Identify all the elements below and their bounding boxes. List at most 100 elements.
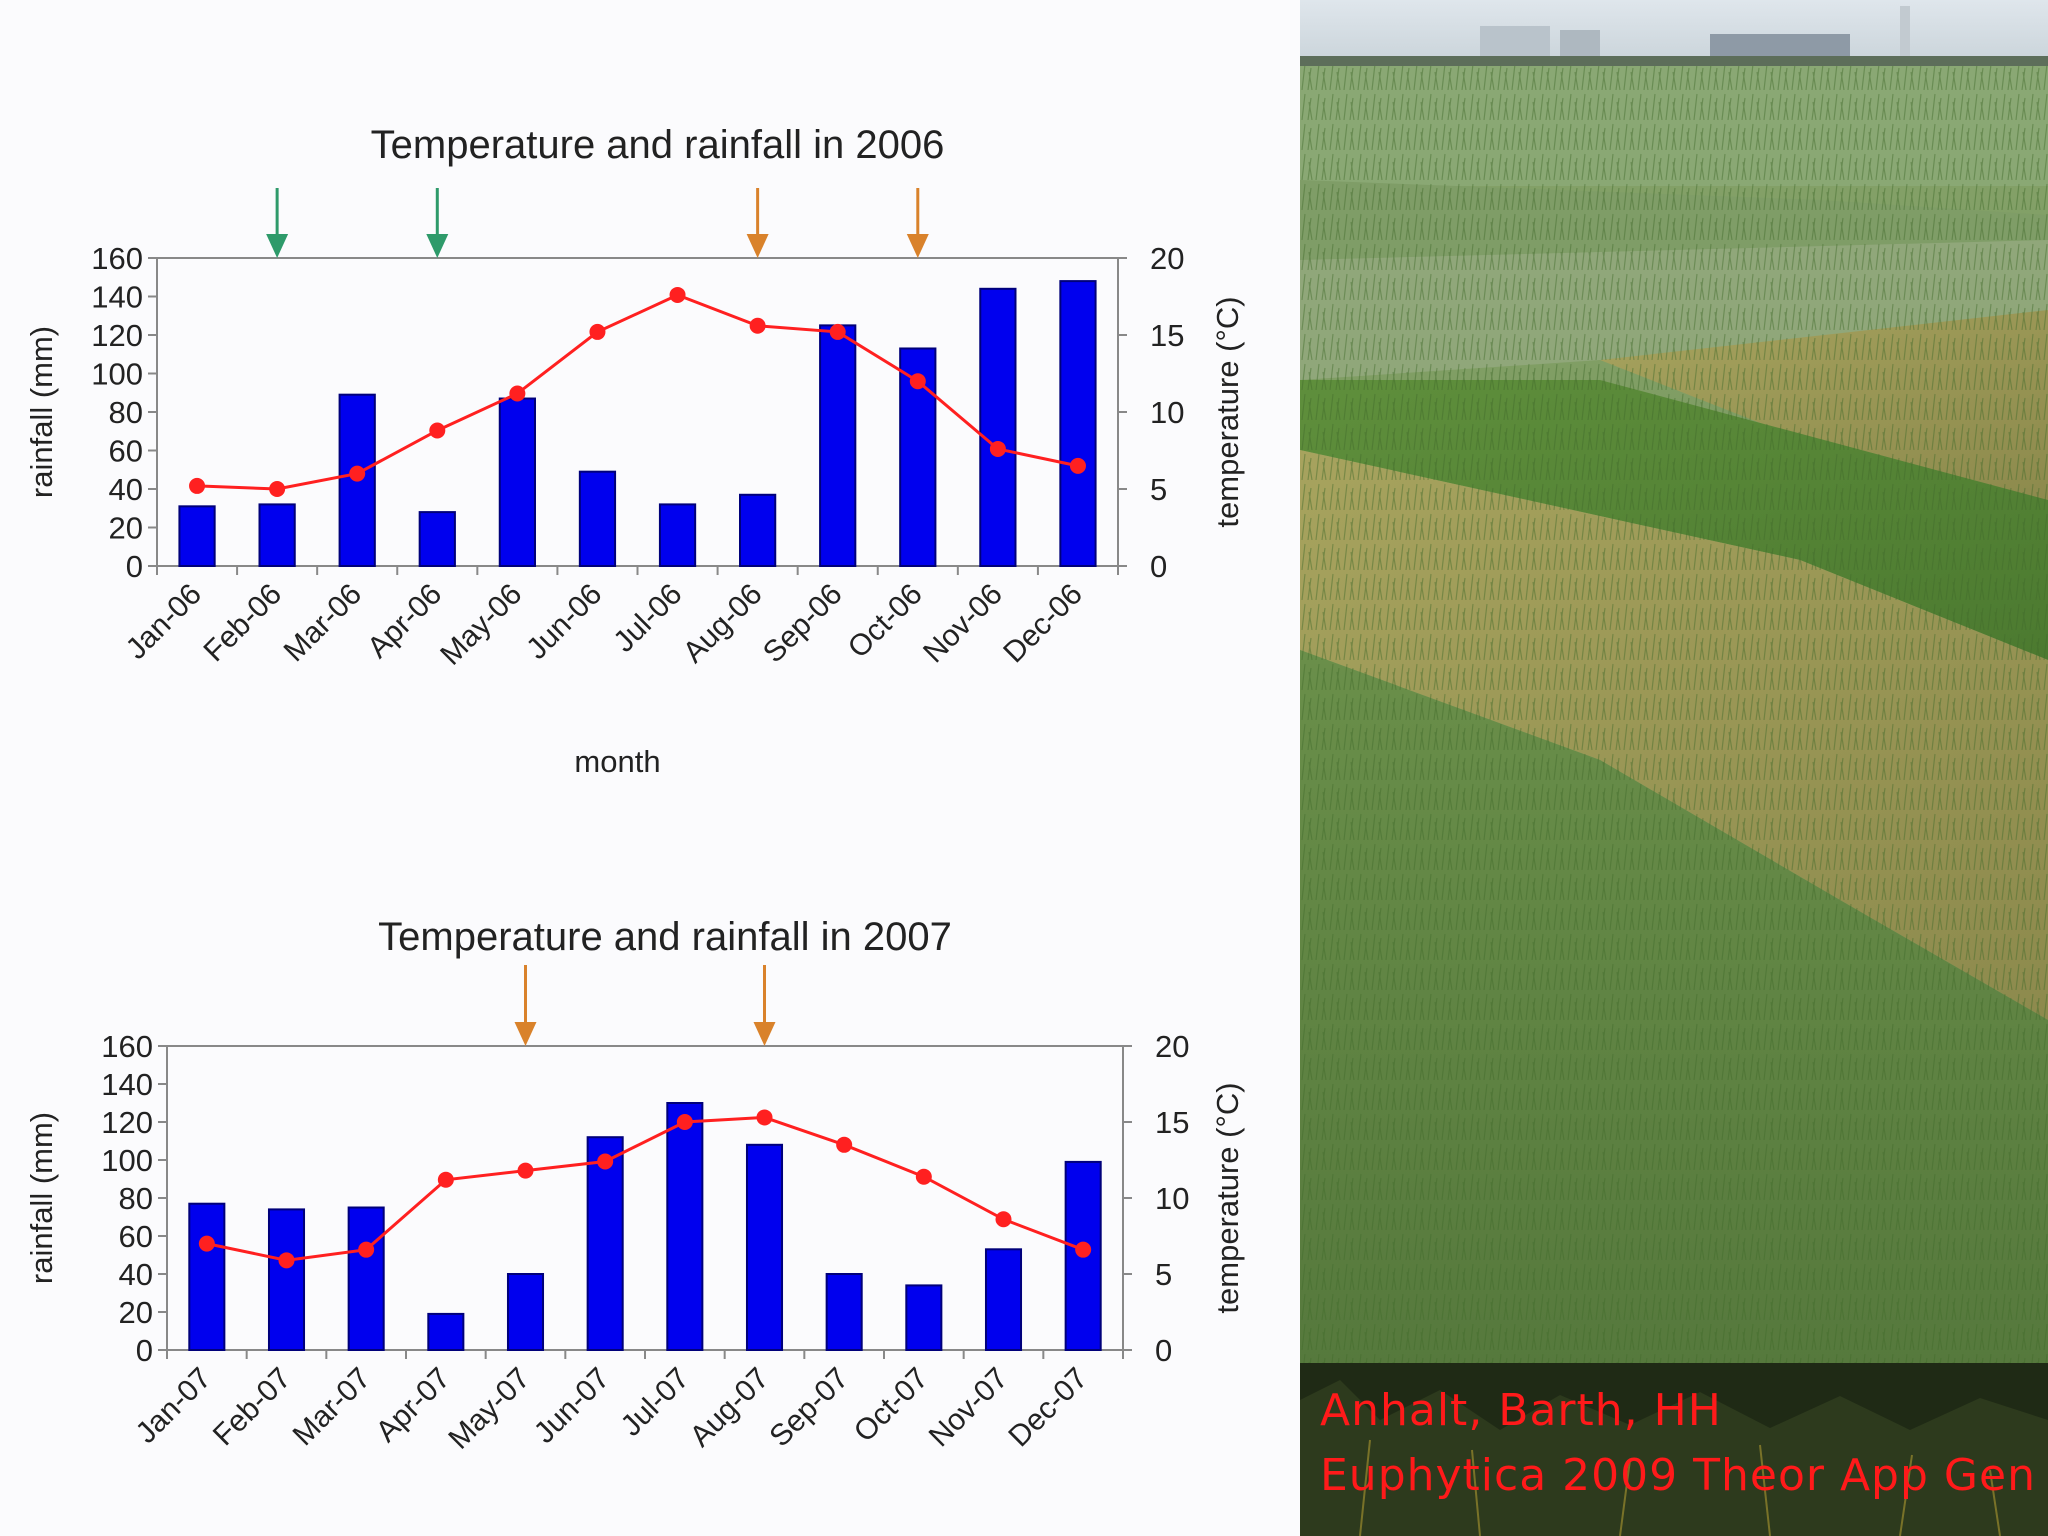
charts-area: Temperature and rainfall in 200602040608…	[24, 123, 1245, 1536]
orange-arrow	[753, 965, 776, 1046]
y-tick-label: 80	[119, 1181, 153, 1216]
y-axis-title: rainfall (mm)	[24, 326, 59, 498]
x-tick-label: Aug-06	[677, 578, 769, 670]
x-tick-label: Oct-07	[848, 1362, 935, 1449]
x-axis-title: month	[574, 744, 660, 779]
x-tick-label: Nov-06	[917, 578, 1009, 670]
y-tick-label: 20	[109, 511, 143, 546]
arrow-head	[906, 234, 929, 258]
x-tick-label: Sep-06	[757, 578, 849, 670]
x-tick-label: Nov-07	[923, 1362, 1015, 1454]
temperature-point	[437, 1171, 454, 1188]
rainfall-bar	[739, 493, 777, 567]
y-tick-label: 140	[101, 1067, 153, 1102]
x-tick-label: Dec-06	[997, 578, 1089, 670]
x-tick-label: Jan-06	[120, 578, 208, 666]
x-tick-label: Dec-07	[1002, 1362, 1094, 1454]
y2-tick-label: 20	[1150, 241, 1184, 276]
temperature-point	[597, 1153, 614, 1170]
x-tick-label: May-07	[442, 1362, 536, 1456]
rainfall-bar	[427, 1312, 465, 1352]
x-tick-label: Apr-07	[370, 1362, 457, 1449]
orange-arrow	[746, 188, 769, 258]
rainfall-bar	[178, 505, 216, 568]
x-tick-label: Oct-06	[842, 578, 929, 665]
x-tick-label: Mar-06	[278, 578, 369, 669]
x-tick-label: May-06	[434, 578, 528, 672]
y-tick-label: 120	[91, 318, 143, 353]
y-tick-label: 120	[101, 1105, 153, 1140]
rainfall-bar	[658, 503, 697, 567]
temperature-point	[358, 1241, 375, 1258]
y2-tick-label: 0	[1155, 1333, 1172, 1368]
arrow-head	[426, 234, 449, 258]
chart-1: Temperature and rainfall in 200602040608…	[24, 123, 1245, 779]
x-tick-label: Jun-06	[520, 578, 608, 666]
rainfall-bar	[188, 1202, 226, 1351]
temperature-point	[349, 465, 366, 482]
green-arrow	[266, 188, 289, 258]
rainfall-bar	[905, 1284, 943, 1352]
y-tick-label: 100	[91, 357, 143, 392]
y2-tick-label: 0	[1150, 549, 1167, 584]
temperature-point	[995, 1211, 1012, 1228]
temperature-point	[198, 1235, 215, 1252]
rainfall-bar	[984, 1248, 1023, 1352]
y-axis-title: rainfall (mm)	[24, 1112, 59, 1284]
citation-authors: Anhalt, Barth, HH	[1320, 1385, 1722, 1436]
y-tick-label: 160	[101, 1029, 153, 1064]
y-tick-label: 100	[101, 1143, 153, 1178]
temperature-point	[669, 286, 686, 303]
rainfall-bar	[979, 287, 1017, 567]
temperature-point	[589, 323, 606, 340]
x-tick-label: Feb-06	[198, 578, 289, 669]
chart-title: Temperature and rainfall in 2007	[378, 915, 952, 959]
rainfall-bar	[819, 324, 857, 567]
chart-2: Temperature and rainfall in 200702040608…	[24, 915, 1245, 1536]
y2-tick-label: 20	[1155, 1029, 1189, 1064]
temperature-point	[429, 422, 446, 439]
x-tick-label: Apr-06	[361, 578, 448, 665]
temperature-point	[749, 317, 766, 334]
y-tick-label: 20	[119, 1295, 153, 1330]
temperature-point	[517, 1162, 534, 1179]
rainfall-bar	[347, 1206, 385, 1351]
x-tick-label: Sep-07	[763, 1362, 855, 1454]
y-tick-label: 160	[91, 241, 143, 276]
temperature-point	[989, 440, 1006, 457]
x-tick-label: Feb-07	[207, 1362, 298, 1453]
rainfall-bar	[418, 511, 456, 567]
x-tick-label: Jan-07	[130, 1362, 218, 1450]
y2-tick-label: 15	[1155, 1105, 1189, 1140]
x-tick-label: Jun-07	[528, 1362, 616, 1450]
rainfall-bar	[506, 1273, 545, 1351]
y-tick-label: 0	[126, 549, 143, 584]
rainfall-bar	[258, 503, 296, 567]
y2-axis-title: temperature (°C)	[1210, 1082, 1245, 1313]
temperature-point	[909, 373, 926, 390]
orange-arrow	[514, 965, 537, 1046]
y-tick-label: 0	[136, 1333, 153, 1368]
temperature-point	[189, 477, 206, 494]
temperature-point	[676, 1114, 693, 1130]
rainfall-bar	[825, 1273, 863, 1351]
y2-tick-label: 5	[1155, 1257, 1172, 1292]
temperature-point	[1069, 457, 1086, 474]
temperature-point	[278, 1252, 295, 1269]
temperature-point	[836, 1136, 853, 1153]
temperature-point	[509, 385, 526, 402]
y-tick-label: 40	[119, 1257, 153, 1292]
rainfall-bar	[745, 1143, 784, 1352]
rainfall-bar	[498, 397, 536, 567]
temperature-line	[206, 1115, 1084, 1262]
y-tick-label: 140	[91, 280, 143, 315]
temperature-point	[915, 1168, 932, 1185]
y-tick-label: 60	[109, 434, 143, 469]
x-tick-label: Aug-07	[684, 1362, 776, 1454]
temperature-point	[829, 323, 846, 340]
rainfall-bar	[578, 470, 617, 567]
temperature-point	[756, 1109, 773, 1126]
orange-arrow	[906, 188, 929, 258]
temperature-point	[269, 481, 286, 497]
rainfall-bar	[666, 1102, 704, 1351]
